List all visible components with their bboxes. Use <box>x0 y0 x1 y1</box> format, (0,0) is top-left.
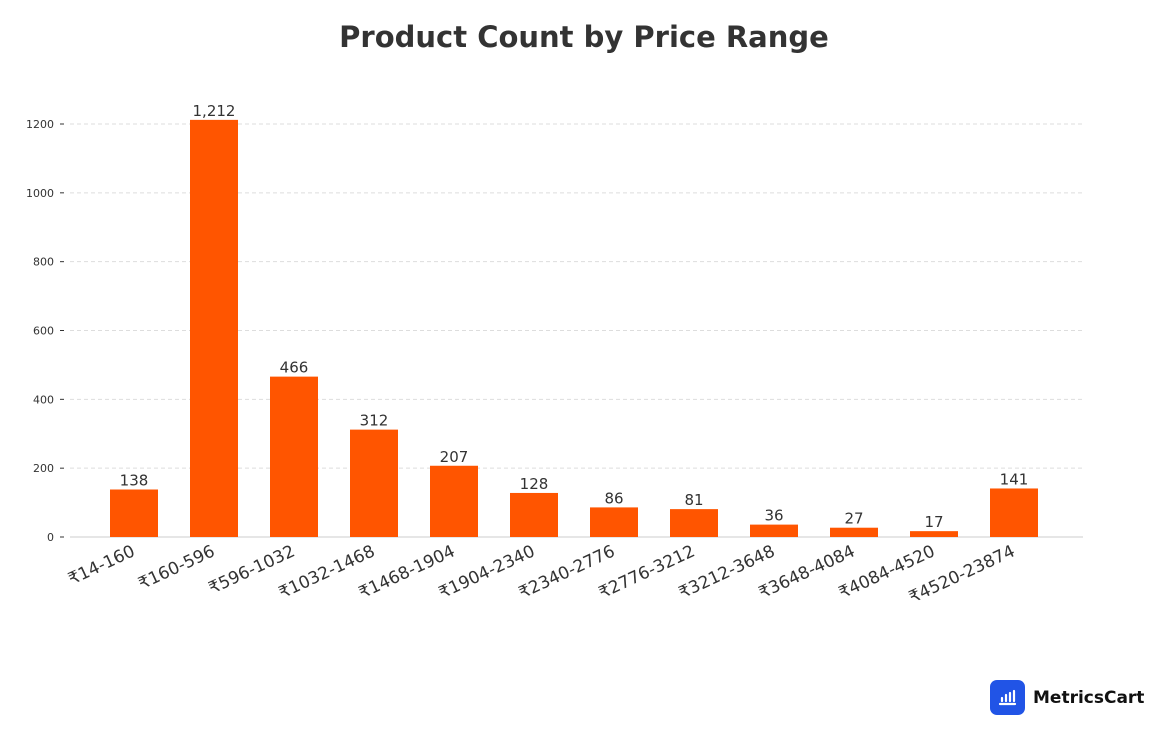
data-label: 207 <box>440 448 469 466</box>
data-label: 1,212 <box>193 102 236 120</box>
data-label: 128 <box>520 475 549 493</box>
brand-name: MetricsCart <box>1033 687 1145 708</box>
bar <box>990 488 1038 537</box>
bar <box>510 492 558 537</box>
data-label: 27 <box>844 510 863 528</box>
y-tick-label: 400 <box>33 393 54 406</box>
y-tick-label: 0 <box>47 531 54 544</box>
x-tick-label: ₹160-596 <box>135 541 218 594</box>
bar <box>590 507 638 537</box>
y-tick-label: 1200 <box>26 118 54 131</box>
bar <box>350 429 398 537</box>
y-tick-label: 1000 <box>26 187 54 200</box>
data-label: 312 <box>360 412 389 430</box>
data-label: 81 <box>684 491 703 509</box>
bar <box>190 119 238 538</box>
data-label: 36 <box>764 507 783 525</box>
y-tick-label: 200 <box>33 462 54 475</box>
bar <box>110 489 158 537</box>
y-tick-label: 800 <box>33 256 54 269</box>
data-label: 141 <box>1000 470 1029 488</box>
data-label: 86 <box>604 489 623 507</box>
x-tick-label: ₹14-160 <box>65 541 138 589</box>
bar <box>430 465 478 537</box>
bar <box>750 524 798 537</box>
bar <box>270 376 318 537</box>
bar <box>670 509 718 537</box>
data-label: 17 <box>924 513 943 531</box>
metricscart-logo: MetricsCart <box>990 680 1144 715</box>
data-label: 138 <box>120 472 149 490</box>
chart-title: Product Count by Price Range <box>339 20 829 54</box>
bar <box>830 527 878 537</box>
chart-logo-icon <box>990 680 1025 715</box>
data-label: 466 <box>280 359 309 377</box>
y-tick-label: 600 <box>33 325 54 338</box>
bar <box>910 531 958 537</box>
